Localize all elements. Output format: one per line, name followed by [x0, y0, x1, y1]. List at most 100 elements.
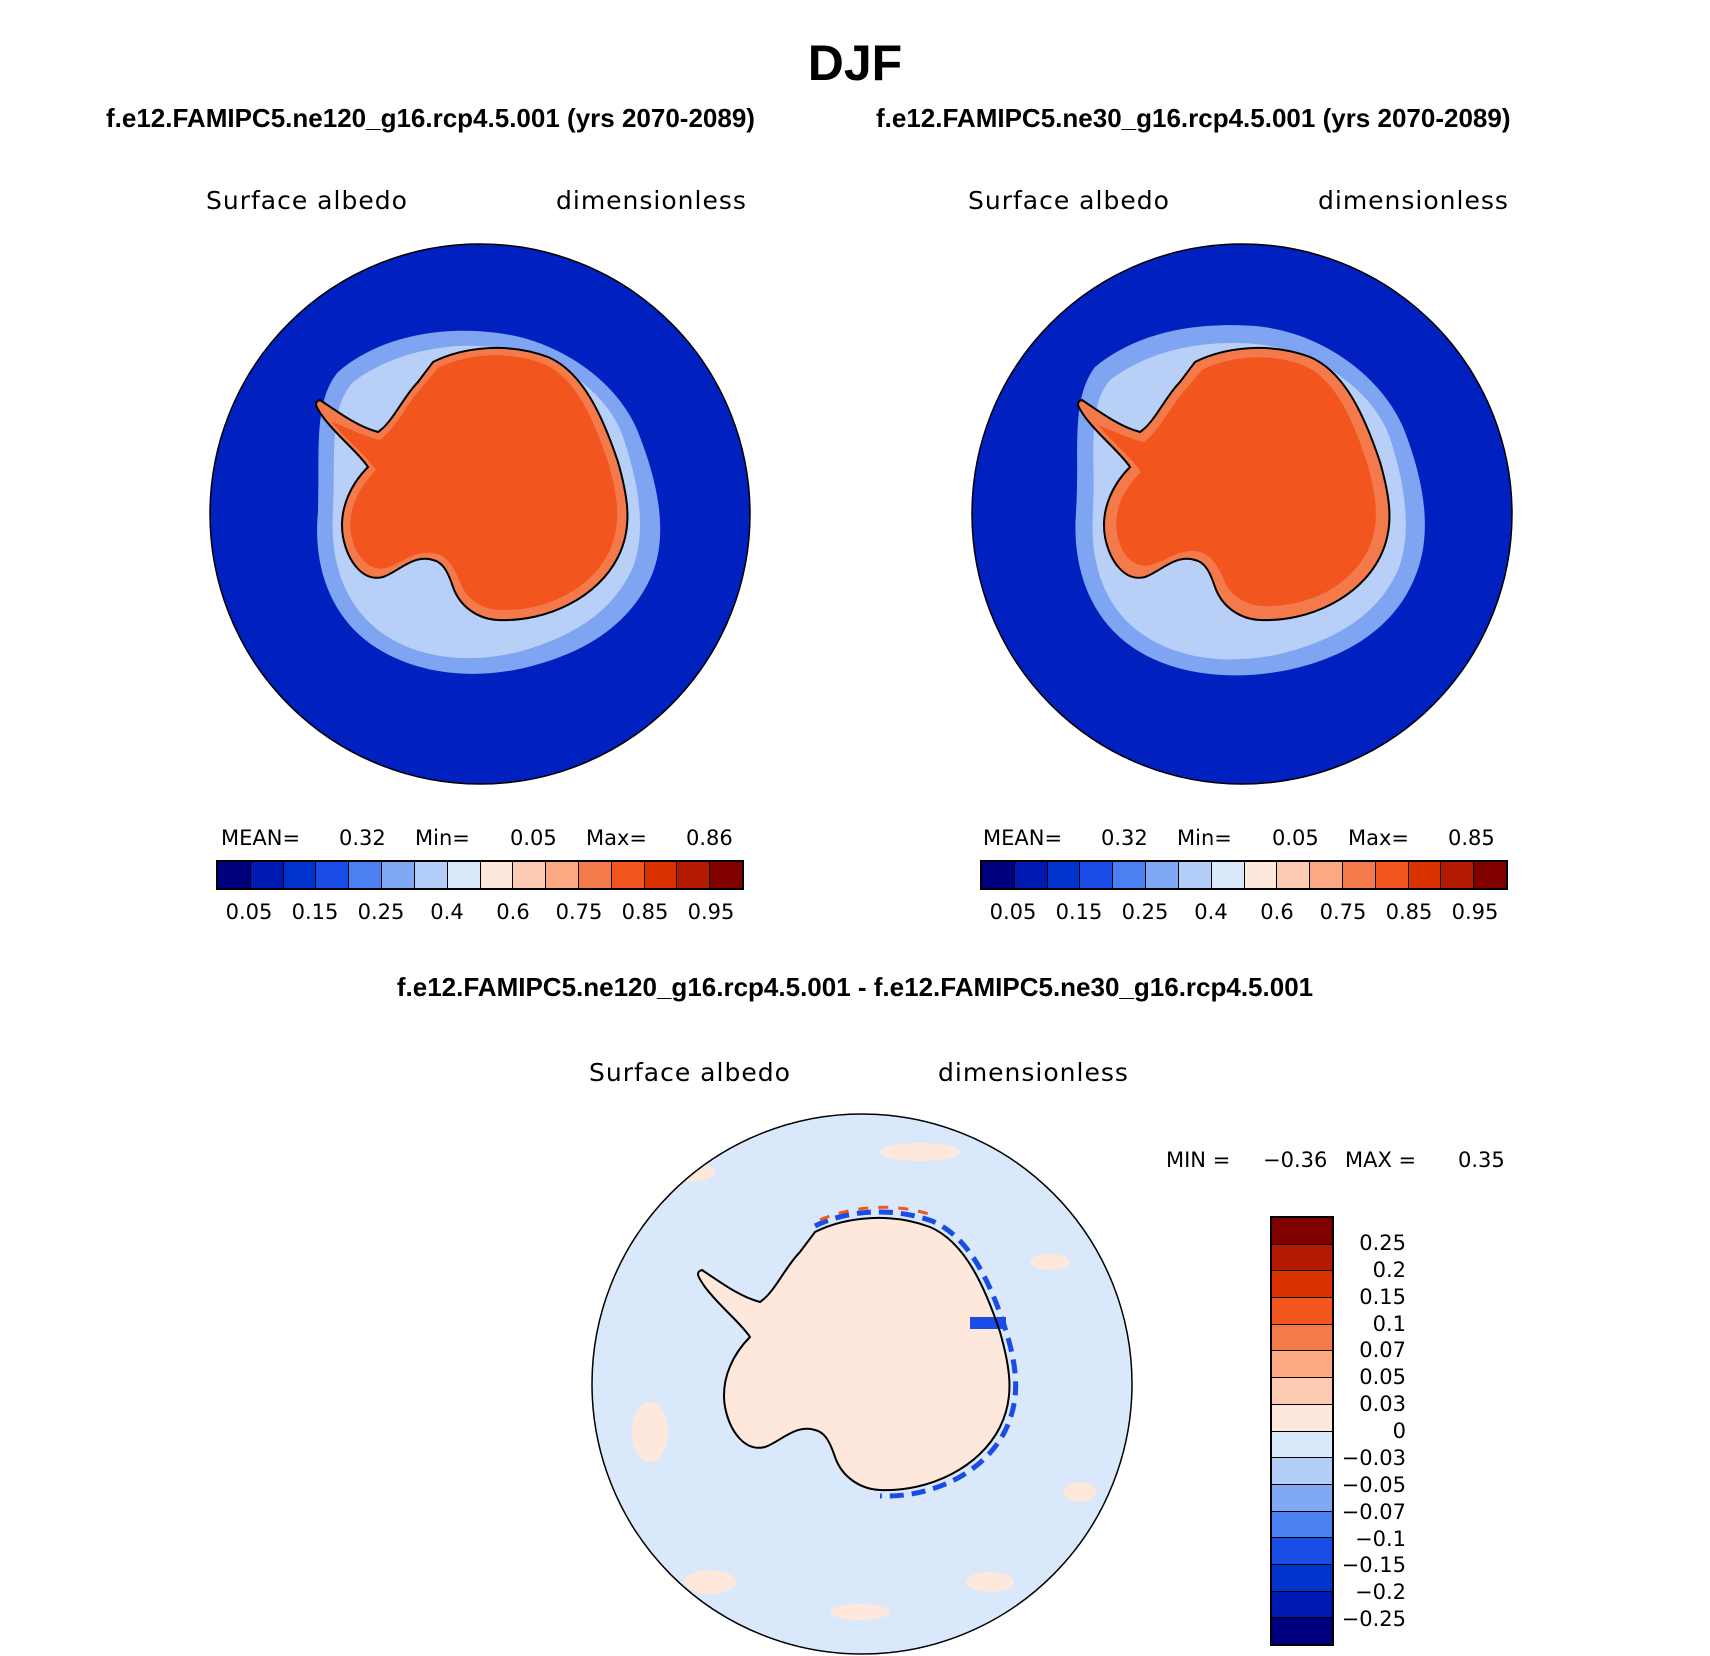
panel1-colorbar-swatch	[480, 862, 514, 888]
min-value: 0.05	[510, 826, 557, 850]
panel2-colorbar-swatch	[982, 862, 1015, 888]
difference-colorbar	[1270, 1216, 1334, 1646]
positive-edge-band	[819, 1205, 936, 1222]
panel2-colorbar-tick-label: 0.75	[1319, 900, 1367, 924]
mean-value: 0.32	[339, 826, 386, 850]
panel1-colorbar-tick-label: 0.05	[225, 900, 273, 924]
panel2-colorbar-tick-label: 0.15	[1055, 900, 1103, 924]
panel2-colorbar-swatch	[1342, 862, 1376, 888]
difference-colorbar-tick-label: 0.1	[1372, 1311, 1406, 1336]
difference-colorbar-tick-label: 0.05	[1359, 1365, 1406, 1390]
panel1-colorbar-swatch	[349, 862, 383, 888]
panel2-colorbar-swatch	[1375, 862, 1409, 888]
panel2-colorbar-tick-label: 0.6	[1260, 900, 1294, 924]
panel2-stats: MEAN= 0.32 Min= 0.05 Max= 0.85	[983, 826, 1503, 852]
coastline	[697, 1216, 1011, 1492]
min-value: −0.36	[1263, 1148, 1328, 1172]
panel1-colorbar-tick-label: 0.15	[291, 900, 339, 924]
panel2-colorbar-swatch	[1014, 862, 1048, 888]
max-value: 0.86	[686, 826, 733, 850]
max-label: MAX =	[1345, 1148, 1417, 1172]
scattered-positive-patches	[632, 1143, 1096, 1620]
difference-colorbar-tick-label: −0.05	[1341, 1472, 1406, 1497]
difference-colorbar-swatch	[1272, 1324, 1332, 1352]
difference-colorbar-swatch	[1272, 1244, 1332, 1272]
panel2-colorbar-swatch	[1211, 862, 1245, 888]
panel1-colorbar-swatch	[546, 862, 579, 888]
max-label: Max=	[586, 826, 648, 850]
panel1-colorbar-swatch	[677, 862, 711, 888]
panel2-colorbar-tick-label: 0.85	[1385, 900, 1433, 924]
difference-colorbar-tick-label: 0.07	[1359, 1338, 1406, 1363]
difference-colorbar-labels: 0.25 0.2 0.15 0.1 0.07 0.05 0.03 0 −0.03 −0.05 −0.…	[1340, 1216, 1406, 1646]
difference-colorbar-swatch	[1272, 1218, 1332, 1245]
difference-colorbar-swatch	[1272, 1484, 1332, 1512]
difference-colorbar-swatch	[1272, 1351, 1332, 1379]
panel1-colorbar-swatch	[218, 862, 251, 888]
difference-colorbar-swatch	[1272, 1271, 1332, 1299]
max-value: 0.35	[1458, 1148, 1505, 1172]
coastline	[315, 346, 629, 622]
panel1-case-title: f.e12.FAMIPC5.ne120_g16.rcp4.5.001 (yrs …	[106, 103, 755, 133]
panel2-colorbar-swatch	[1047, 862, 1081, 888]
difference-colorbar-tick-label: −0.03	[1341, 1445, 1406, 1470]
panel2-colorbar-swatch	[1310, 862, 1343, 888]
panel2-colorbar-swatch	[1146, 862, 1179, 888]
panel1-colorbar-swatch	[611, 862, 645, 888]
negative-patch-east	[970, 1317, 1006, 1329]
difference-colorbar-tick-label: −0.1	[1355, 1526, 1406, 1551]
difference-minmax: MIN = −0.36 MAX = 0.35	[1166, 1148, 1516, 1174]
panel1-variable-label: Surface albedo	[206, 186, 408, 215]
min-label: MIN =	[1166, 1148, 1231, 1172]
max-label: Max=	[1348, 826, 1410, 850]
panel2-colorbar	[980, 860, 1508, 890]
panel1-colorbar-tick-label: 0.95	[687, 900, 735, 924]
difference-colorbar-tick-label: −0.07	[1341, 1499, 1406, 1524]
panel1-stats: MEAN= 0.32 Min= 0.05 Max= 0.86	[221, 826, 741, 852]
panel2-colorbar-swatch	[1408, 862, 1442, 888]
panel2-colorbar-tick-label: 0.4	[1194, 900, 1228, 924]
panel1-colorbar-swatch	[250, 862, 284, 888]
panel1-colorbar-tick-label: 0.4	[430, 900, 464, 924]
panel2-colorbar-swatch	[1080, 862, 1114, 888]
difference-colorbar-tick-label: −0.15	[1341, 1553, 1406, 1578]
difference-colorbar-swatch	[1272, 1298, 1332, 1325]
difference-colorbar-swatch	[1272, 1378, 1332, 1405]
panel1-colorbar-tick-label: 0.25	[357, 900, 405, 924]
difference-colorbar-tick-label: 0.2	[1372, 1257, 1406, 1282]
panel1-colorbar-swatch	[382, 862, 415, 888]
difference-colorbar-tick-label: 0.15	[1359, 1284, 1406, 1309]
panel2-colorbar-tick-label: 0.95	[1451, 900, 1499, 924]
panel1-colorbar-tick-label: 0.6	[496, 900, 530, 924]
panel2-colorbar-tick-label: 0.05	[989, 900, 1037, 924]
difference-colorbar-tick-label: 0.03	[1359, 1392, 1406, 1417]
antarctica-ice-sheet	[1098, 357, 1376, 607]
difference-colorbar-tick-label: −0.25	[1341, 1607, 1406, 1632]
mean-value: 0.32	[1101, 826, 1148, 850]
panel1-colorbar-labels: 0.05 0.15 0.25 0.4 0.6 0.75 0.85 0.95	[216, 900, 744, 926]
difference-colorbar-swatch	[1272, 1458, 1332, 1485]
panel1-colorbar-swatch	[316, 862, 350, 888]
max-value: 0.85	[1448, 826, 1495, 850]
difference-colorbar-swatch	[1272, 1431, 1332, 1459]
panel1-units-label: dimensionless	[556, 186, 747, 215]
panel1-colorbar-swatch	[513, 862, 547, 888]
panel2-colorbar-swatch	[1178, 862, 1212, 888]
difference-title: f.e12.FAMIPC5.ne120_g16.rcp4.5.001 - f.e…	[396, 972, 1314, 1002]
difference-units-label: dimensionless	[938, 1058, 1129, 1087]
difference-colorbar-tick-label: 0.25	[1359, 1230, 1406, 1255]
panel2-colorbar-swatch	[1244, 862, 1278, 888]
panel1-colorbar-swatch	[283, 862, 317, 888]
difference-colorbar-tick-label: −0.2	[1355, 1580, 1406, 1605]
panel1-colorbar-swatch	[710, 862, 742, 888]
panel2-colorbar-labels: 0.05 0.15 0.25 0.4 0.6 0.75 0.85 0.95	[980, 900, 1508, 926]
panel1-colorbar-swatch	[414, 862, 448, 888]
panel2-units-label: dimensionless	[1318, 186, 1509, 215]
panel2-colorbar-swatch	[1277, 862, 1311, 888]
panel2-colorbar-swatch	[1113, 862, 1147, 888]
difference-colorbar-tick-label: 0	[1392, 1419, 1406, 1443]
panel1-colorbar-swatch	[447, 862, 481, 888]
panel2-colorbar-swatch	[1441, 862, 1475, 888]
panel2-polar-map	[971, 243, 1513, 785]
panel2-colorbar-swatch	[1474, 862, 1506, 888]
